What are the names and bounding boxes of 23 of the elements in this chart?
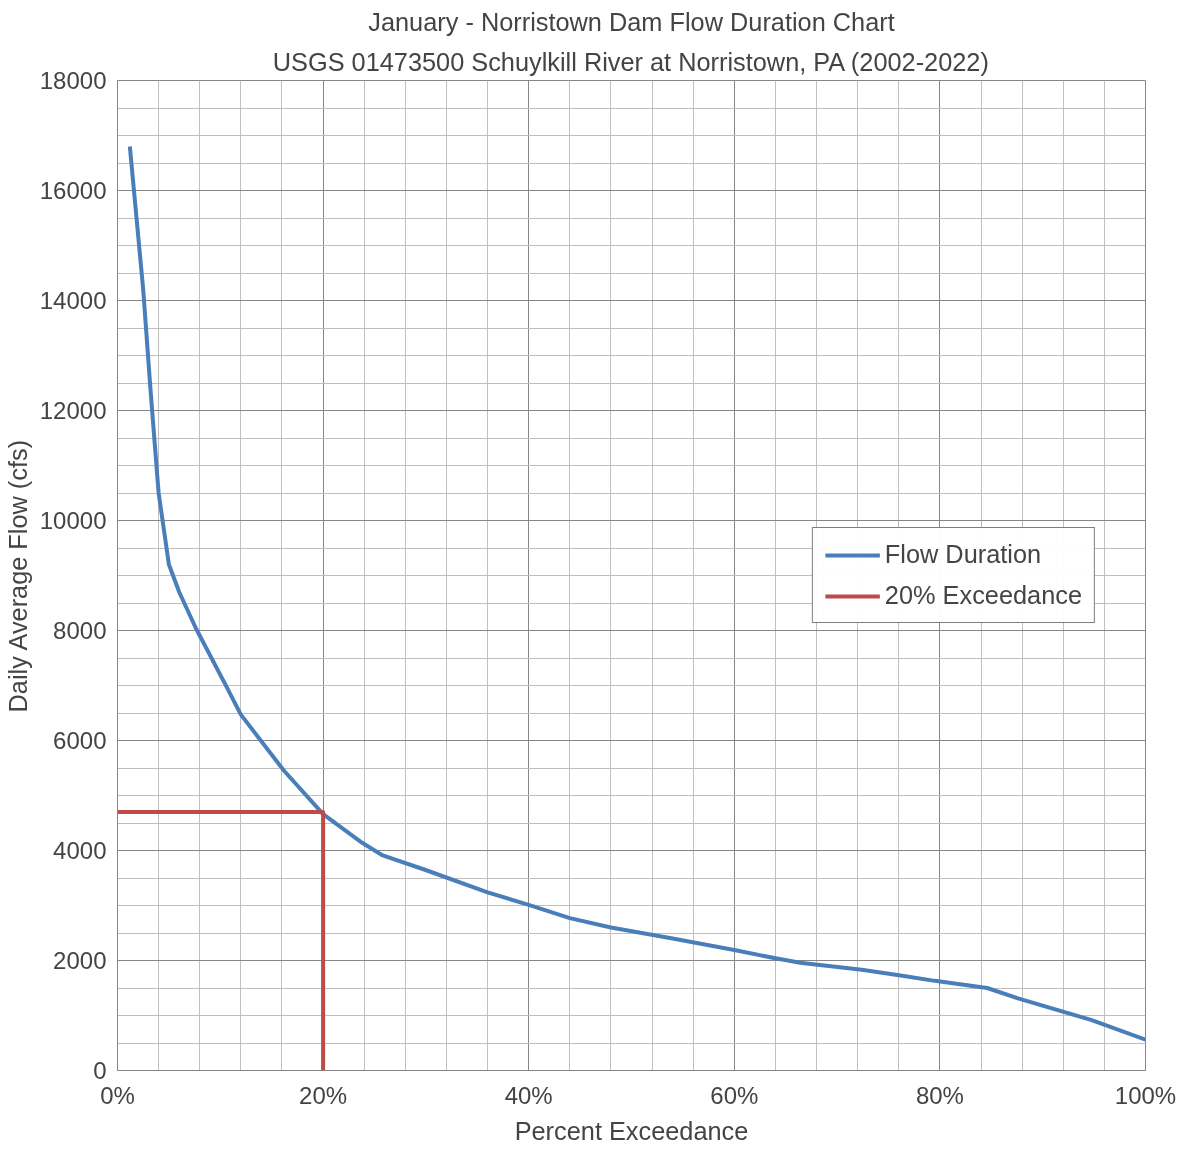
y-tick-label: 12000 xyxy=(39,397,107,424)
y-tick-label: 16000 xyxy=(39,177,107,204)
chart-title: January - Norristown Dam Flow Duration Chart xyxy=(368,7,895,36)
x-tick-label: 60% xyxy=(710,1081,759,1109)
x-tick-label: 40% xyxy=(504,1081,553,1109)
y-axis-title: Daily Average Flow (cfs) xyxy=(3,439,32,713)
y-tick-label: 14000 xyxy=(39,287,107,314)
y-tick-label: 0 xyxy=(93,1057,107,1084)
legend-label: 20% Exceedance xyxy=(884,581,1082,610)
y-tick-label: 6000 xyxy=(53,727,107,754)
x-tick-label: 80% xyxy=(915,1081,964,1109)
y-tick-label: 4000 xyxy=(53,837,107,864)
chart-subtitle: USGS 01473500 Schuylkill River at Norristown, PA (2002-2022) xyxy=(272,47,989,76)
y-tick-label: 18000 xyxy=(39,67,107,94)
line-series xyxy=(127,144,1146,1042)
legend-label: Flow Duration xyxy=(884,540,1042,569)
x-axis-title: Percent Exceedance xyxy=(514,1116,749,1145)
x-tick-label: 20% xyxy=(299,1081,348,1109)
x-tick-label: 0% xyxy=(100,1081,135,1109)
y-tick-label: 2000 xyxy=(53,947,107,974)
x-tick-label: 100% xyxy=(1114,1081,1177,1109)
y-tick-label: 10000 xyxy=(39,507,107,534)
y-tick-label: 8000 xyxy=(53,617,107,644)
